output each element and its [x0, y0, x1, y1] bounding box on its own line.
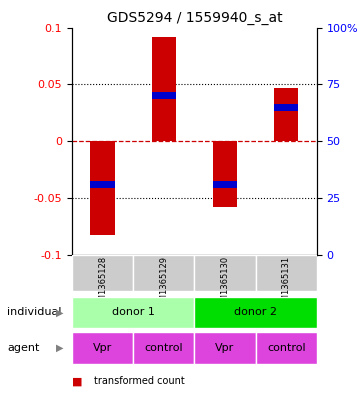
Bar — [194, 255, 256, 291]
Bar — [72, 255, 133, 291]
Text: GSM1365128: GSM1365128 — [98, 256, 107, 312]
Bar — [72, 296, 194, 329]
Bar — [90, 181, 115, 188]
Title: GDS5294 / 1559940_s_at: GDS5294 / 1559940_s_at — [107, 11, 282, 25]
Bar — [256, 255, 317, 291]
Text: ■: ■ — [72, 376, 82, 386]
Text: ▶: ▶ — [56, 343, 63, 353]
Bar — [194, 296, 317, 329]
Text: agent: agent — [7, 343, 40, 353]
Bar — [213, 141, 237, 207]
Bar — [274, 104, 298, 110]
Bar — [256, 332, 317, 364]
Bar — [194, 332, 256, 364]
Text: control: control — [144, 343, 183, 353]
Bar — [133, 255, 194, 291]
Bar — [90, 141, 115, 235]
Bar — [274, 88, 298, 141]
Bar — [152, 37, 176, 141]
Text: transformed count: transformed count — [94, 376, 184, 386]
Text: Vpr: Vpr — [215, 343, 235, 353]
Text: individual: individual — [7, 307, 62, 318]
Text: ▶: ▶ — [56, 307, 63, 318]
Bar — [213, 181, 237, 188]
Text: donor 1: donor 1 — [112, 307, 155, 318]
Text: GSM1365129: GSM1365129 — [159, 256, 168, 312]
Bar — [133, 332, 194, 364]
Text: Vpr: Vpr — [93, 343, 112, 353]
Text: GSM1365131: GSM1365131 — [282, 256, 291, 312]
Bar — [152, 92, 176, 99]
Text: GSM1365130: GSM1365130 — [220, 256, 230, 312]
Text: donor 2: donor 2 — [234, 307, 277, 318]
Text: control: control — [267, 343, 306, 353]
Bar — [72, 332, 133, 364]
